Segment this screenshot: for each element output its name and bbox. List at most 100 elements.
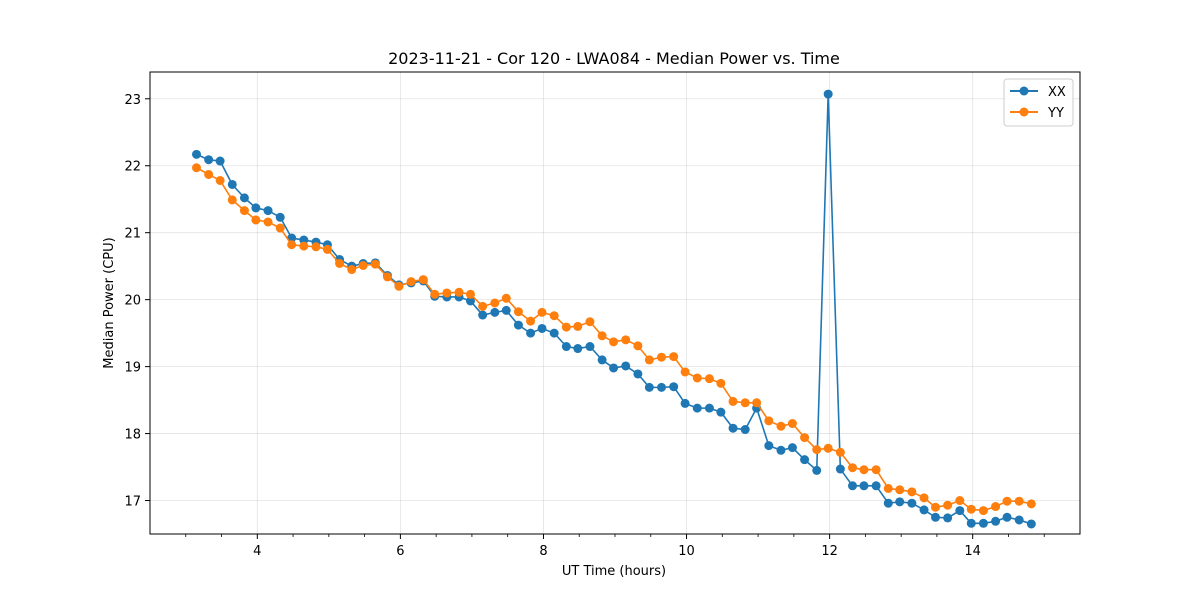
data-point-xx	[728, 423, 738, 433]
data-point-yy	[358, 261, 368, 270]
legend-marker-yy	[1019, 107, 1029, 117]
data-point-xx	[978, 518, 988, 528]
data-point-yy	[501, 293, 511, 303]
data-point-yy	[812, 445, 822, 455]
data-point-yy	[1026, 499, 1036, 509]
data-point-xx	[597, 355, 607, 365]
data-point-yy	[835, 447, 845, 457]
data-point-yy	[930, 502, 940, 512]
legend-label-xx: XX	[1048, 85, 1066, 100]
y-tick-label: 21	[124, 227, 141, 242]
data-point-xx	[883, 498, 893, 508]
data-point-yy	[394, 281, 404, 291]
data-point-yy	[991, 502, 1001, 512]
data-point-xx	[787, 443, 797, 453]
data-point-yy	[955, 496, 965, 506]
data-point-yy	[192, 163, 201, 173]
series-yy	[192, 163, 1036, 516]
data-point-xx	[263, 206, 273, 216]
data-point-yy	[883, 483, 893, 493]
data-point-xx	[764, 441, 774, 451]
data-point-yy	[335, 259, 345, 268]
data-point-xx	[549, 328, 559, 338]
data-point-yy	[239, 206, 249, 216]
data-point-yy	[633, 341, 643, 351]
data-point-xx	[919, 505, 929, 515]
axis-ticks: 4 6 8 10 12 14 17 18 19 20 21 22 23	[124, 93, 1045, 559]
x-tick-label: 6	[396, 544, 404, 559]
data-point-yy	[943, 500, 953, 510]
data-point-xx	[526, 328, 536, 338]
data-point-xx	[812, 465, 822, 475]
y-tick-label: 19	[124, 361, 141, 376]
data-point-yy	[526, 316, 536, 326]
data-point-yy	[919, 493, 929, 503]
data-point-xx	[1026, 519, 1036, 529]
legend: XX YY	[1003, 78, 1074, 127]
data-point-yy	[418, 275, 428, 285]
data-point-xx	[907, 498, 917, 508]
data-point-xx	[1014, 515, 1024, 525]
data-point-xx	[537, 323, 547, 333]
x-tick-label: 8	[539, 544, 547, 559]
data-point-xx	[776, 445, 786, 455]
data-point-xx	[215, 156, 225, 166]
data-point-yy	[322, 244, 332, 254]
data-point-xx	[848, 481, 858, 491]
data-point-yy	[465, 289, 475, 299]
data-point-yy	[800, 433, 810, 443]
data-point-yy	[692, 373, 702, 383]
data-point-xx	[609, 363, 619, 373]
data-point-xx	[561, 342, 571, 352]
data-point-xx	[490, 307, 500, 317]
x-tick-label: 4	[253, 544, 261, 559]
data-point-yy	[383, 272, 393, 282]
data-point-yy	[490, 298, 500, 308]
y-tick-label: 23	[124, 93, 141, 108]
data-point-xx	[895, 497, 905, 507]
data-point-yy	[597, 331, 607, 341]
data-point-yy	[907, 487, 917, 497]
data-point-xx	[1002, 512, 1012, 522]
data-point-yy	[513, 307, 523, 317]
x-tick-label: 12	[821, 544, 838, 559]
data-point-yy	[823, 443, 833, 453]
data-point-yy	[311, 242, 321, 252]
data-point-yy	[227, 195, 237, 205]
data-point-xx	[823, 89, 833, 99]
data-point-xx	[465, 296, 475, 306]
data-point-xx	[513, 320, 523, 330]
series-layer	[192, 89, 1036, 529]
data-point-xx	[955, 506, 965, 516]
data-point-yy	[585, 317, 595, 327]
data-point-xx	[227, 179, 237, 189]
data-point-yy	[859, 465, 869, 475]
data-point-yy	[740, 398, 750, 408]
y-tick-label: 22	[124, 160, 141, 175]
data-point-yy	[561, 322, 571, 332]
data-point-yy	[406, 277, 416, 287]
data-point-xx	[704, 403, 714, 413]
data-point-yy	[573, 321, 583, 331]
data-point-yy	[978, 506, 988, 516]
data-point-xx	[275, 212, 285, 222]
data-point-xx	[871, 481, 881, 491]
data-point-yy	[895, 485, 905, 495]
data-point-yy	[704, 374, 714, 384]
data-point-yy	[716, 378, 726, 388]
data-point-xx	[204, 155, 214, 165]
data-point-yy	[251, 215, 261, 225]
x-axis-label: UT Time (hours)	[562, 564, 666, 579]
data-point-xx	[943, 513, 953, 523]
data-point-yy	[669, 352, 679, 362]
data-point-xx	[657, 382, 666, 392]
data-point-yy	[871, 465, 881, 475]
data-point-xx	[692, 403, 702, 413]
data-point-xx	[585, 342, 595, 352]
data-point-yy	[644, 355, 654, 365]
data-point-xx	[621, 361, 631, 371]
data-point-yy	[454, 287, 464, 297]
data-point-yy	[347, 265, 357, 275]
